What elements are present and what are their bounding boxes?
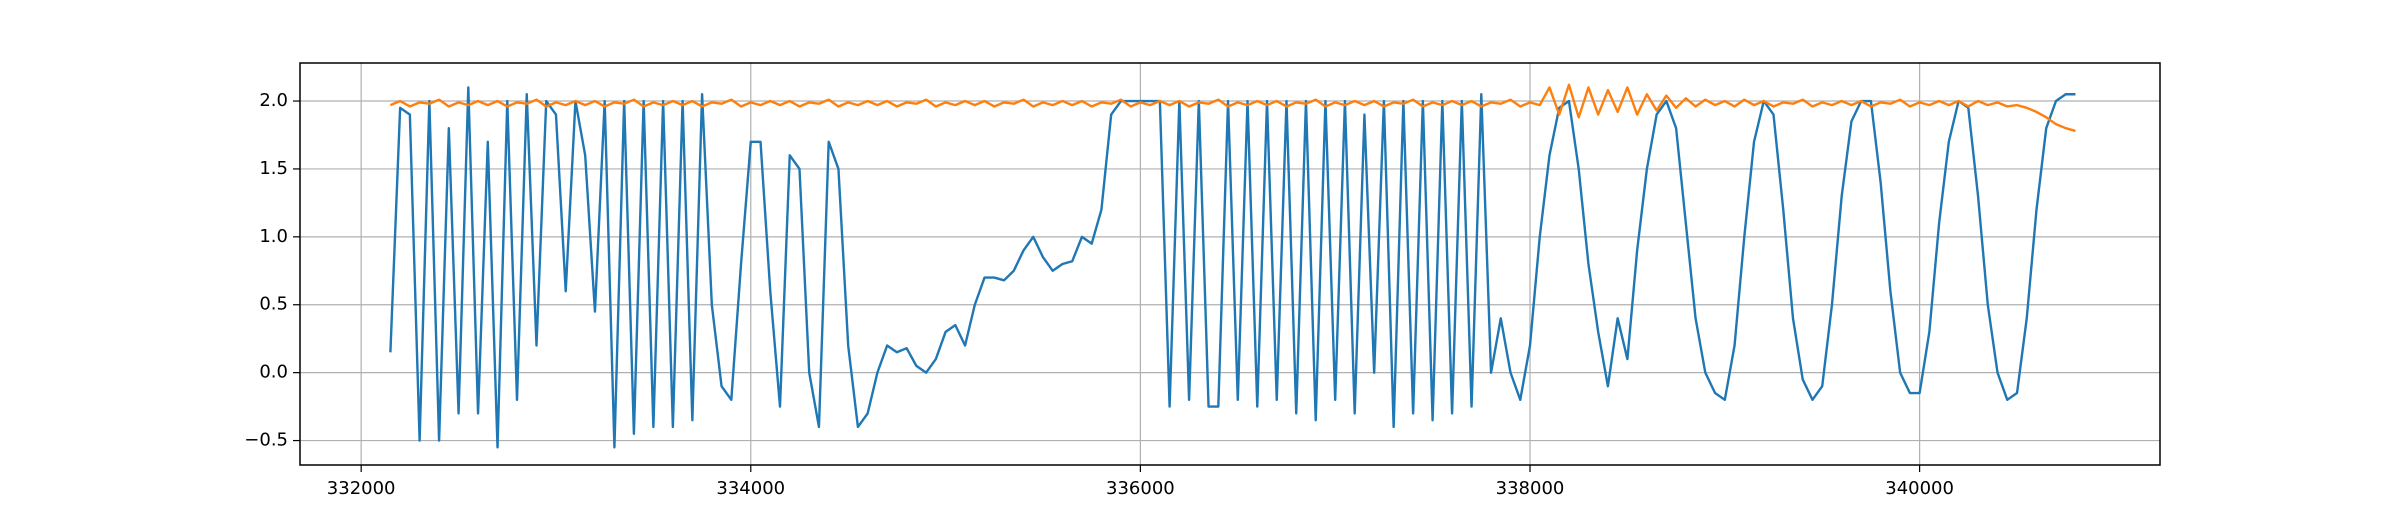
x-tick-label: 334000 [716,478,785,499]
y-tick-label: 0.5 [259,294,288,315]
x-tick-label: 340000 [1885,478,1954,499]
y-tick-label: 1.0 [259,226,288,247]
y-tick-label: 0.0 [259,362,288,383]
plot-frame [299,62,2161,466]
x-tick-label: 332000 [327,478,396,499]
x-tick-label: 338000 [1496,478,1565,499]
ticks: 332000 334000 336000 338000 340000 −0.5 0.0 0.5… [244,90,1954,499]
y-tick-label: 2.0 [259,90,288,111]
y-tick-label: 1.5 [259,158,288,179]
series-line [389,86,2076,449]
series-line [389,83,2076,133]
y-tick-label: −0.5 [244,430,288,451]
grid [300,63,2160,465]
plot-lines [389,83,2076,449]
x-tick-label: 336000 [1106,478,1175,499]
